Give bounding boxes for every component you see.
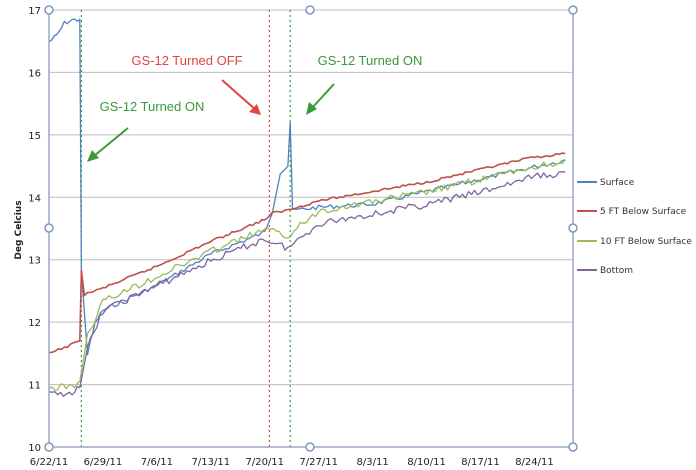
event-lines — [80, 10, 291, 447]
x-tick-label-6/22/11: 6/22/11 — [30, 457, 69, 468]
selection-handle — [44, 442, 54, 452]
y-tick-label-17: 17 — [28, 6, 41, 17]
x-tick-label-7/13/11: 7/13/11 — [192, 457, 231, 468]
selection-handle — [44, 223, 54, 233]
x-tick-label-6/29/11: 6/29/11 — [84, 457, 123, 468]
series-line-5-ft-below-surface — [48, 152, 566, 354]
series-line-bottom — [48, 171, 566, 398]
series-lines — [48, 18, 566, 398]
selection-handle — [568, 223, 578, 233]
x-tick-label-8/3/11: 8/3/11 — [357, 457, 389, 468]
annotation-on-1: GS-12 Turned ON — [87, 96, 216, 162]
axes: 10 11 12 13 14 15 16 17 6/22/11 6/29/11 7/6/11 7/13… — [28, 5, 578, 468]
annotation-on-2: GS-12 Turned ON — [306, 50, 434, 115]
x-tick-label-7/6/11: 7/6/11 — [141, 457, 173, 468]
annotation-on-2-label: GS-12 Turned ON — [318, 53, 423, 68]
x-tick-label-7/27/11: 7/27/11 — [299, 457, 338, 468]
annotation-on-2-arrow — [311, 83, 335, 109]
x-tick-label-8/17/11: 8/17/11 — [461, 457, 500, 468]
selection-handle — [568, 5, 578, 15]
gridlines — [49, 9, 573, 448]
annotation-off-arrow — [221, 79, 257, 111]
selection-handle — [305, 442, 315, 452]
annotation-on-2-arrowhead — [306, 102, 317, 115]
y-tick-label-12: 12 — [28, 318, 41, 329]
selection-handle — [44, 5, 54, 15]
legend-label-3: Bottom — [600, 266, 633, 276]
annotation-on-1-arrow — [93, 127, 129, 157]
selection-handle — [568, 442, 578, 452]
y-tick-label-11: 11 — [28, 381, 41, 392]
y-tick-label-14: 14 — [28, 193, 41, 204]
x-tick-label-8/10/11: 8/10/11 — [407, 457, 446, 468]
selection-handle — [305, 5, 315, 15]
annotation-off: GS-12 Turned OFF — [118, 50, 261, 115]
x-tick-label-8/24/11: 8/24/11 — [515, 457, 554, 468]
annotation-on-1-label: GS-12 Turned ON — [100, 99, 205, 114]
x-tick-label-7/20/11: 7/20/11 — [245, 457, 284, 468]
annotation-off-arrowhead — [249, 104, 261, 115]
legend: Surface 5 FT Below Surface 10 FT Below Sur… — [577, 178, 692, 276]
y-tick-label-13: 13 — [28, 256, 41, 267]
series-line-10-ft-below-surface — [48, 159, 566, 391]
y-tick-label-15: 15 — [28, 131, 41, 142]
legend-label-1: 5 FT Below Surface — [600, 207, 687, 217]
y-axis-label: Deg Celcius — [14, 200, 24, 259]
y-tick-label-16: 16 — [28, 68, 41, 79]
legend-label-0: Surface — [600, 178, 635, 188]
y-tick-label-10: 10 — [28, 443, 41, 454]
annotation-on-1-arrowhead — [87, 150, 99, 162]
annotation-off-label: GS-12 Turned OFF — [131, 53, 242, 68]
legend-label-2: 10 FT Below Surface — [600, 237, 692, 247]
